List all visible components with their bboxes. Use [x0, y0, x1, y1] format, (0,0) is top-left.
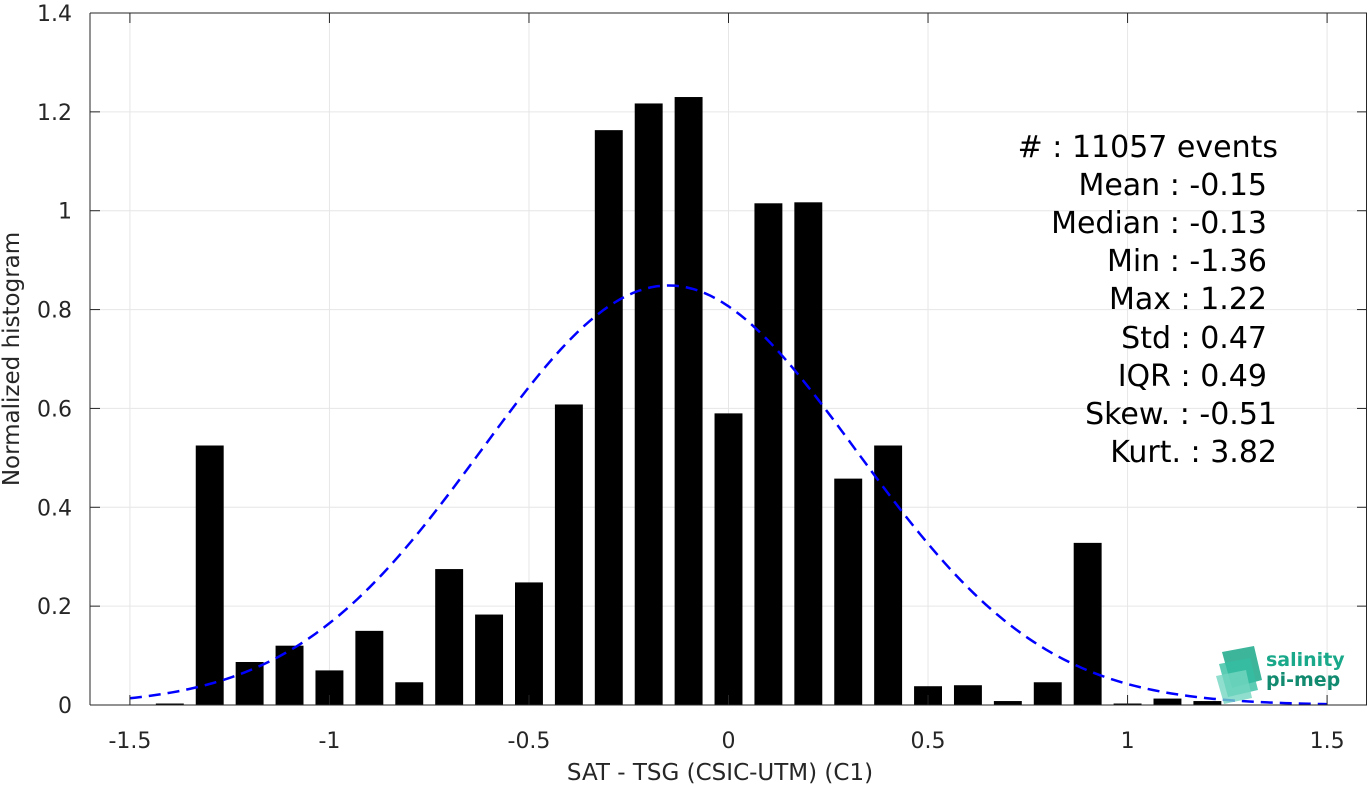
y-tick-label: 0.2	[37, 595, 72, 620]
histogram-bar	[993, 701, 1022, 705]
x-tick-label: -1.5	[108, 729, 151, 754]
stat-mean: Mean : -0.15	[1078, 168, 1267, 203]
y-tick-labels: 0 0.2 0.4 0.6 0.8 1 1.2 1.4	[37, 2, 72, 719]
histogram-bar	[195, 445, 224, 705]
histogram-bar	[435, 569, 464, 705]
x-tick-label: 1.5	[1310, 729, 1345, 754]
gaussian-fit-curve	[129, 284, 1328, 706]
histogram-bar	[275, 645, 304, 705]
histogram-bar	[874, 445, 903, 705]
stat-min: Min : -1.36	[1107, 244, 1267, 279]
histogram-bar	[395, 682, 424, 705]
stat-max: Max : 1.22	[1109, 282, 1267, 317]
histogram-bar	[953, 685, 982, 705]
x-tick-labels: -1.5 -1 -0.5 0 0.5 1 1.5	[108, 729, 1344, 754]
histogram-bar	[475, 614, 504, 705]
histogram-bar	[1033, 682, 1062, 705]
histogram-bar	[554, 404, 583, 705]
y-tick-label: 1.2	[37, 101, 72, 126]
stat-kurt: Kurt. : 3.82	[1110, 435, 1277, 470]
histogram-bar	[674, 97, 703, 706]
y-tick-label: 0.6	[37, 397, 72, 422]
histogram-bar	[834, 478, 863, 705]
logo-layers-icon	[1216, 646, 1262, 704]
y-tick-label: 0.4	[37, 496, 72, 521]
histogram-bar	[594, 130, 623, 705]
salinity-pi-mep-logo: salinity pi-mep	[1216, 646, 1345, 704]
logo-line1: salinity	[1266, 649, 1345, 671]
stat-events: # : 11057 events	[1018, 130, 1278, 165]
histogram-bar	[235, 661, 264, 705]
histogram-bar	[754, 203, 783, 706]
stat-iqr: IQR : 0.49	[1118, 359, 1267, 394]
histogram-bar	[714, 413, 743, 705]
stat-std: Std : 0.47	[1121, 321, 1267, 356]
stat-skew: Skew. : -0.51	[1085, 397, 1277, 432]
stats-box: # : 11057 events Mean : -0.15 Median : -…	[1018, 130, 1278, 470]
histogram-bar	[1073, 542, 1102, 705]
histogram-bar	[794, 202, 823, 705]
histogram-bars	[155, 97, 1222, 706]
x-tick-label: 0.5	[911, 729, 946, 754]
histogram-bar	[634, 103, 663, 705]
stat-median: Median : -0.13	[1051, 206, 1267, 241]
y-axis-label: Normalized histogram	[0, 232, 25, 486]
histogram-bar	[155, 703, 184, 705]
y-tick-label: 0.8	[37, 299, 72, 324]
x-tick-label: 0	[722, 729, 736, 754]
x-axis-label: SAT - TSG (CSIC-UTM) (C1)	[567, 760, 873, 785]
histogram-bar	[1153, 698, 1182, 705]
x-tick-label: -1	[318, 729, 340, 754]
y-tick-label: 0	[58, 694, 72, 719]
histogram-bar	[515, 582, 543, 705]
y-tick-label: 1	[58, 200, 72, 225]
x-tick-label: -0.5	[508, 729, 551, 754]
histogram-bar	[1193, 701, 1222, 705]
x-tick-label: 1	[1121, 729, 1135, 754]
logo-line2: pi-mep	[1266, 669, 1340, 691]
histogram-bar	[355, 630, 384, 705]
y-tick-label: 1.4	[37, 2, 72, 27]
